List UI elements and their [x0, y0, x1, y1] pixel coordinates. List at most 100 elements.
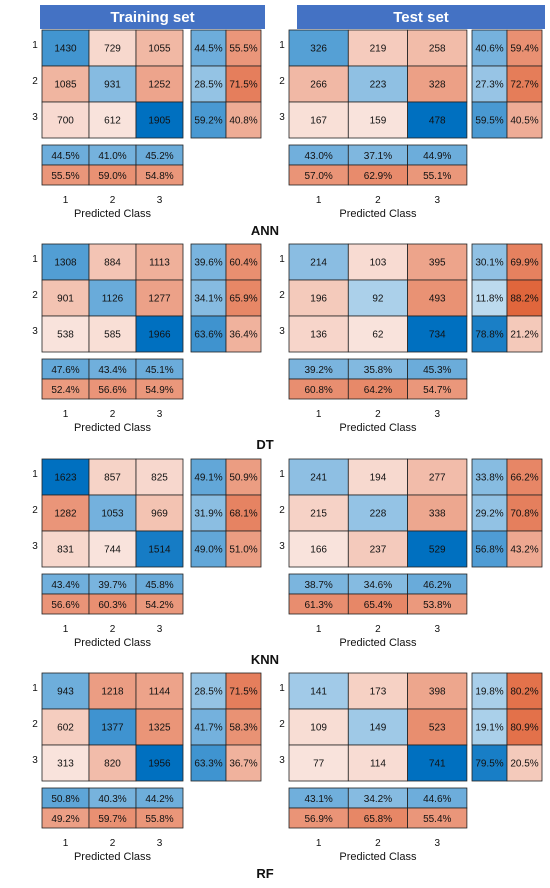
row-summary-value: 63.6% — [194, 330, 222, 341]
col-summary-value: 47.6% — [51, 365, 79, 376]
row-summary-value: 44.5% — [194, 44, 222, 55]
col-summary-value: 60.3% — [98, 600, 126, 611]
col-summary-value: 45.8% — [145, 580, 173, 591]
row-summary-value: 30.1% — [475, 258, 503, 269]
x-axis-label: Predicted Class — [339, 422, 417, 434]
row-summary-value: 50.9% — [229, 473, 257, 484]
matrix-cell-value: 1085 — [54, 80, 77, 91]
col-tick-label: 3 — [157, 409, 163, 420]
row-summary-value: 70.8% — [510, 509, 538, 520]
matrix-cell-value: 149 — [370, 723, 387, 734]
matrix-cell-value: 744 — [104, 545, 121, 556]
col-summary-value: 62.9% — [364, 171, 392, 182]
row-summary-cell — [471, 672, 508, 710]
matrix-cell — [407, 494, 468, 532]
matrix-cell — [88, 530, 137, 568]
row-summary-value: 31.9% — [194, 509, 222, 520]
col-summary-value: 44.9% — [423, 151, 451, 162]
matrix-cell — [407, 315, 468, 353]
matrix-cell — [41, 672, 90, 710]
row-tick-label: 1 — [32, 469, 38, 480]
matrix-cell-value: 1277 — [148, 294, 171, 305]
matrix-cell — [41, 279, 90, 317]
x-axis-label: Predicted Class — [74, 208, 152, 220]
col-summary-value: 43.0% — [304, 151, 332, 162]
matrix-cell-value: 313 — [57, 759, 74, 770]
col-tick-label: 3 — [434, 195, 440, 206]
matrix-cell-value: 1282 — [54, 509, 77, 520]
header-test-bar — [297, 5, 545, 29]
row-tick-label: 3 — [279, 326, 285, 337]
matrix-cell — [288, 530, 349, 568]
matrix-cell — [88, 494, 137, 532]
row-summary-value: 58.3% — [229, 723, 257, 734]
col-summary-value: 54.7% — [423, 385, 451, 396]
row-summary-value: 66.2% — [510, 473, 538, 484]
row-tick-label: 3 — [279, 541, 285, 552]
test-matrix-group: 241 194 277 1 215 228 338 2 166 237 529 3 33.8% 66.2%… — [279, 458, 543, 649]
row-summary-value: 27.3% — [475, 80, 503, 91]
col-tick-label: 2 — [110, 195, 116, 206]
col-tick-label: 2 — [375, 195, 381, 206]
col-tick-label: 1 — [63, 409, 69, 420]
matrix-cell — [41, 744, 90, 782]
col-summary-value: 59.7% — [98, 814, 126, 825]
col-summary-cell — [407, 807, 468, 829]
row-summary-value: 80.9% — [510, 723, 538, 734]
matrix-cell-value: 1126 — [102, 294, 124, 305]
row-tick-label: 3 — [279, 755, 285, 766]
col-summary-value: 44.6% — [423, 794, 451, 805]
matrix-cell — [41, 708, 90, 746]
matrix-cell-value: 734 — [429, 330, 446, 341]
col-summary-value: 35.8% — [364, 365, 392, 376]
row-tick-label: 1 — [279, 40, 285, 51]
row-summary-cell — [190, 101, 227, 139]
matrix-cell-value: 943 — [57, 687, 74, 698]
col-tick-label: 3 — [434, 838, 440, 849]
matrix-cell-value: 398 — [429, 687, 446, 698]
col-summary-cell — [407, 378, 468, 400]
row-summary-value: 65.9% — [229, 294, 257, 305]
matrix-cell-value: 1218 — [101, 687, 124, 698]
col-summary-value: 44.5% — [51, 151, 79, 162]
model-label: DT — [256, 437, 273, 452]
matrix-cell — [288, 101, 349, 139]
matrix-cell — [88, 101, 137, 139]
matrix-cell-value: 741 — [429, 759, 446, 770]
col-summary-value: 45.3% — [423, 365, 451, 376]
matrix-cell — [288, 315, 349, 353]
model-label: ANN — [251, 223, 279, 238]
model-label: RF — [256, 866, 273, 881]
row-summary-value: 59.4% — [510, 44, 538, 55]
matrix-cell-value: 523 — [429, 723, 446, 734]
col-summary-value: 43.4% — [51, 580, 79, 591]
col-summary-value: 49.2% — [51, 814, 79, 825]
matrix-cell — [135, 101, 184, 139]
matrix-cell-value: 529 — [429, 545, 446, 556]
col-tick-label: 3 — [434, 409, 440, 420]
matrix-cell — [41, 494, 90, 532]
row-summary-value: 63.3% — [194, 759, 222, 770]
matrix-cell — [407, 744, 468, 782]
matrix-cell — [135, 243, 184, 281]
col-summary-value: 54.8% — [145, 171, 173, 182]
matrix-cell-value: 166 — [310, 545, 327, 556]
matrix-cell — [135, 29, 184, 67]
col-summary-value: 44.2% — [145, 794, 173, 805]
matrix-cell — [407, 101, 468, 139]
matrix-cell — [41, 530, 90, 568]
matrix-cell-value: 729 — [104, 44, 121, 55]
matrix-cell-value: 326 — [310, 44, 327, 55]
row-summary-cell — [225, 672, 262, 710]
matrix-cell — [347, 101, 408, 139]
matrix-cell — [347, 494, 408, 532]
row-summary-value: 28.5% — [194, 80, 222, 91]
row-summary-value: 56.8% — [475, 545, 503, 556]
col-summary-value: 65.4% — [364, 600, 392, 611]
row-summary-cell — [225, 29, 262, 67]
matrix-cell — [347, 672, 408, 710]
matrix-cell — [135, 530, 184, 568]
row-summary-cell — [225, 101, 262, 139]
